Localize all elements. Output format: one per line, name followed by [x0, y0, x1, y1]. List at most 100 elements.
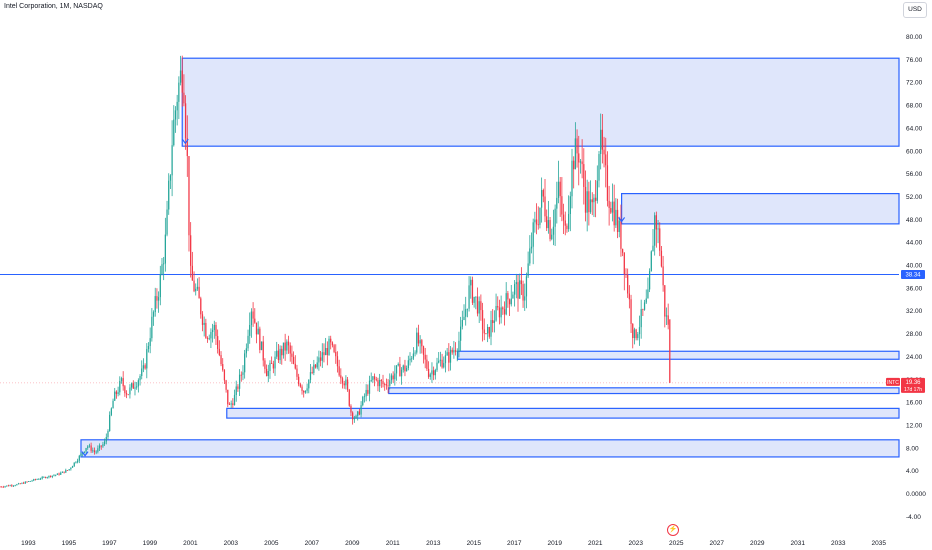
candle: [249, 312, 251, 344]
candle: [470, 276, 472, 299]
candle: [139, 374, 141, 386]
candle: [63, 471, 65, 474]
candle: [352, 411, 354, 425]
candle: [375, 376, 377, 382]
candle: [608, 185, 610, 226]
candle: [461, 310, 463, 330]
candle: [134, 381, 136, 396]
candle: [301, 384, 303, 395]
candle: [152, 310, 155, 326]
candle: [355, 414, 357, 419]
y-tick-label: 8.00: [906, 445, 919, 452]
candle: [433, 366, 435, 381]
candle: [164, 217, 166, 272]
candle: [265, 364, 268, 377]
candle: [618, 216, 620, 238]
candle: [105, 433, 107, 445]
candle: [68, 469, 70, 471]
candle: [593, 194, 595, 218]
candle: [29, 480, 32, 482]
candle: [296, 364, 298, 380]
candle: [321, 343, 323, 368]
y-tick-label: 68.00: [906, 103, 923, 110]
zone-box-3[interactable]: [388, 387, 900, 395]
candle: [372, 376, 374, 383]
candle: [628, 285, 631, 309]
candle: [24, 481, 26, 484]
candle: [39, 477, 42, 481]
candle: [434, 368, 436, 380]
candle: [615, 198, 617, 228]
zone-box-2[interactable]: [456, 350, 900, 360]
candle: [127, 394, 129, 396]
candle: [247, 329, 249, 352]
candle: [56, 473, 59, 475]
candle: [21, 482, 23, 485]
svg-text:INTC: INTC: [887, 380, 899, 386]
arrow-marker-icon: [81, 451, 89, 457]
candle: [238, 369, 241, 396]
candle: [584, 170, 587, 222]
candle: [112, 398, 114, 409]
candle: [574, 122, 577, 170]
candle: [190, 222, 192, 278]
candle: [11, 484, 13, 488]
candle: [287, 335, 290, 354]
candle: [527, 251, 529, 279]
zone-box-4[interactable]: [226, 407, 900, 419]
candle: [146, 343, 148, 379]
candle: [422, 345, 425, 364]
candle: [549, 217, 551, 242]
candle: [659, 222, 661, 257]
zone-box-1[interactable]: [621, 192, 900, 225]
candle: [325, 337, 327, 356]
candle: [417, 324, 420, 347]
candle: [88, 443, 91, 448]
chart-title: Intel Corporation, 1M, NASDAQ: [4, 3, 103, 10]
currency-button[interactable]: USD: [903, 2, 927, 18]
candle: [311, 366, 313, 375]
candle: [9, 484, 11, 487]
candle: [662, 255, 664, 292]
candle: [444, 350, 447, 373]
lightning-bolt-icon[interactable]: ⚡: [667, 524, 679, 536]
candle: [578, 135, 580, 186]
candle: [73, 462, 75, 467]
x-axis[interactable]: 1993 1995 1997 1999 2001 2003 2005 2007 2009 2011…: [21, 540, 886, 547]
zone-box-5[interactable]: [80, 439, 900, 458]
candle: [196, 278, 199, 291]
candle: [166, 200, 168, 237]
candle: [171, 120, 173, 197]
candle: [640, 299, 642, 339]
zone-box-0[interactable]: [181, 57, 900, 147]
candle: [488, 326, 490, 339]
candle: [350, 404, 352, 417]
candle: [314, 364, 317, 369]
candle: [551, 228, 553, 241]
candle: [242, 365, 244, 381]
candle: [519, 273, 521, 299]
candle: [80, 451, 82, 457]
candle: [603, 136, 605, 168]
candle: [184, 95, 187, 150]
x-tick-label: 2011: [386, 540, 400, 547]
candle: [257, 321, 259, 335]
candle: [34, 478, 37, 481]
candle: [643, 299, 646, 311]
candle: [490, 310, 492, 346]
candle: [485, 333, 487, 335]
candle: [323, 343, 325, 363]
candle: [119, 376, 121, 396]
candle: [588, 181, 590, 226]
candle: [114, 387, 116, 401]
candle: [439, 351, 442, 367]
candle: [392, 371, 394, 383]
candle: [441, 353, 443, 369]
level-price-badge: 38.34: [901, 269, 925, 279]
candle: [137, 378, 139, 393]
candle: [336, 351, 339, 373]
candle: [449, 346, 452, 371]
y-tick-label: 60.00: [906, 148, 923, 155]
candle: [524, 283, 526, 311]
